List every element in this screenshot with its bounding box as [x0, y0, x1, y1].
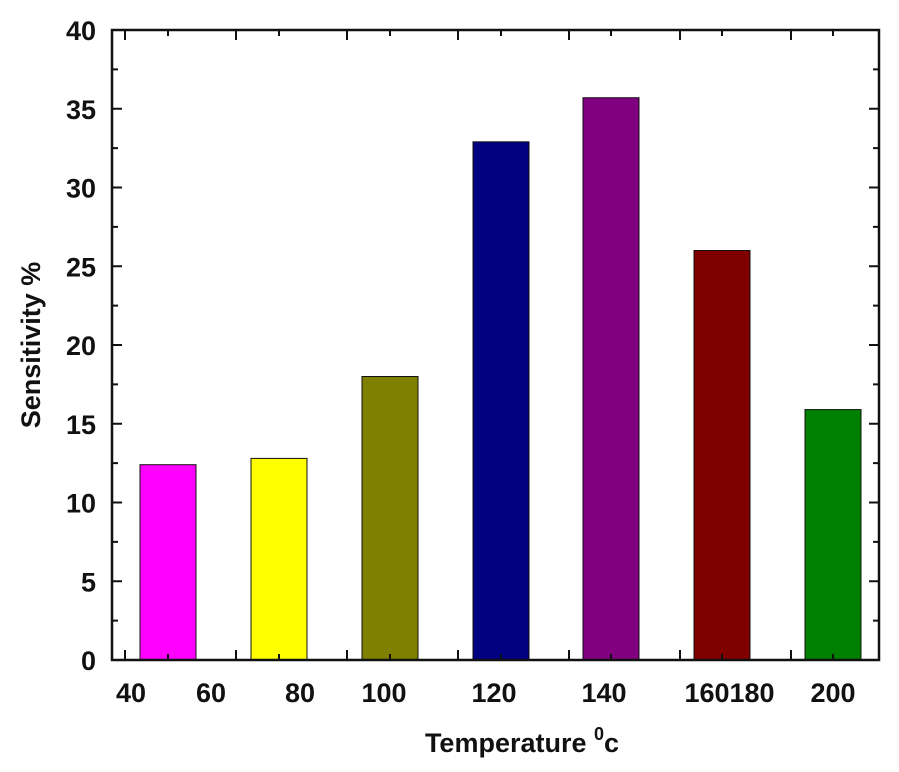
x-tick-label-200: 200 [810, 678, 855, 708]
x-tick-label-140: 140 [581, 678, 626, 708]
bar-6 [804, 409, 862, 661]
x-axis-title-suffix: c [604, 728, 619, 758]
bars-layer [139, 97, 862, 661]
x-tick-label-40: 40 [116, 678, 146, 708]
y-tick-label-1: 5 [81, 567, 96, 597]
bar-2 [361, 376, 419, 661]
x-axis-title: Temperature 0c [425, 724, 619, 758]
labels-layer: 0 5 10 15 20 25 30 35 40 40 60 80 100 120 140 160 180 200 [66, 16, 856, 708]
x-tick-label-160: 160 [684, 678, 729, 708]
bar-1 [250, 457, 308, 661]
y-tick-label-8: 40 [66, 16, 96, 46]
axes-layer [110, 28, 881, 662]
bar-0 [139, 464, 197, 661]
y-tick-label-5: 25 [66, 252, 96, 282]
bar-3 [472, 141, 530, 661]
x-axis-title-main: Temperature [425, 728, 587, 758]
x-tick-label-120: 120 [471, 678, 516, 708]
x-axis-title-superscript: 0 [594, 724, 604, 744]
y-axis-title: Sensitivity % [16, 262, 46, 429]
x-axis-title-spacer [587, 728, 595, 758]
bar-4 [582, 97, 640, 661]
y-tick-label-0: 0 [81, 646, 96, 676]
y-tick-label-6: 30 [66, 174, 96, 204]
y-tick-label-3: 15 [66, 410, 96, 440]
y-tick-label-2: 10 [66, 489, 96, 519]
x-tick-label-80: 80 [285, 678, 315, 708]
y-tick-label-7: 35 [66, 95, 96, 125]
x-tick-label-180: 180 [729, 678, 774, 708]
y-tick-label-4: 20 [66, 331, 96, 361]
x-tick-label-60: 60 [196, 678, 226, 708]
bar-5 [693, 250, 751, 661]
x-tick-label-100: 100 [361, 678, 406, 708]
